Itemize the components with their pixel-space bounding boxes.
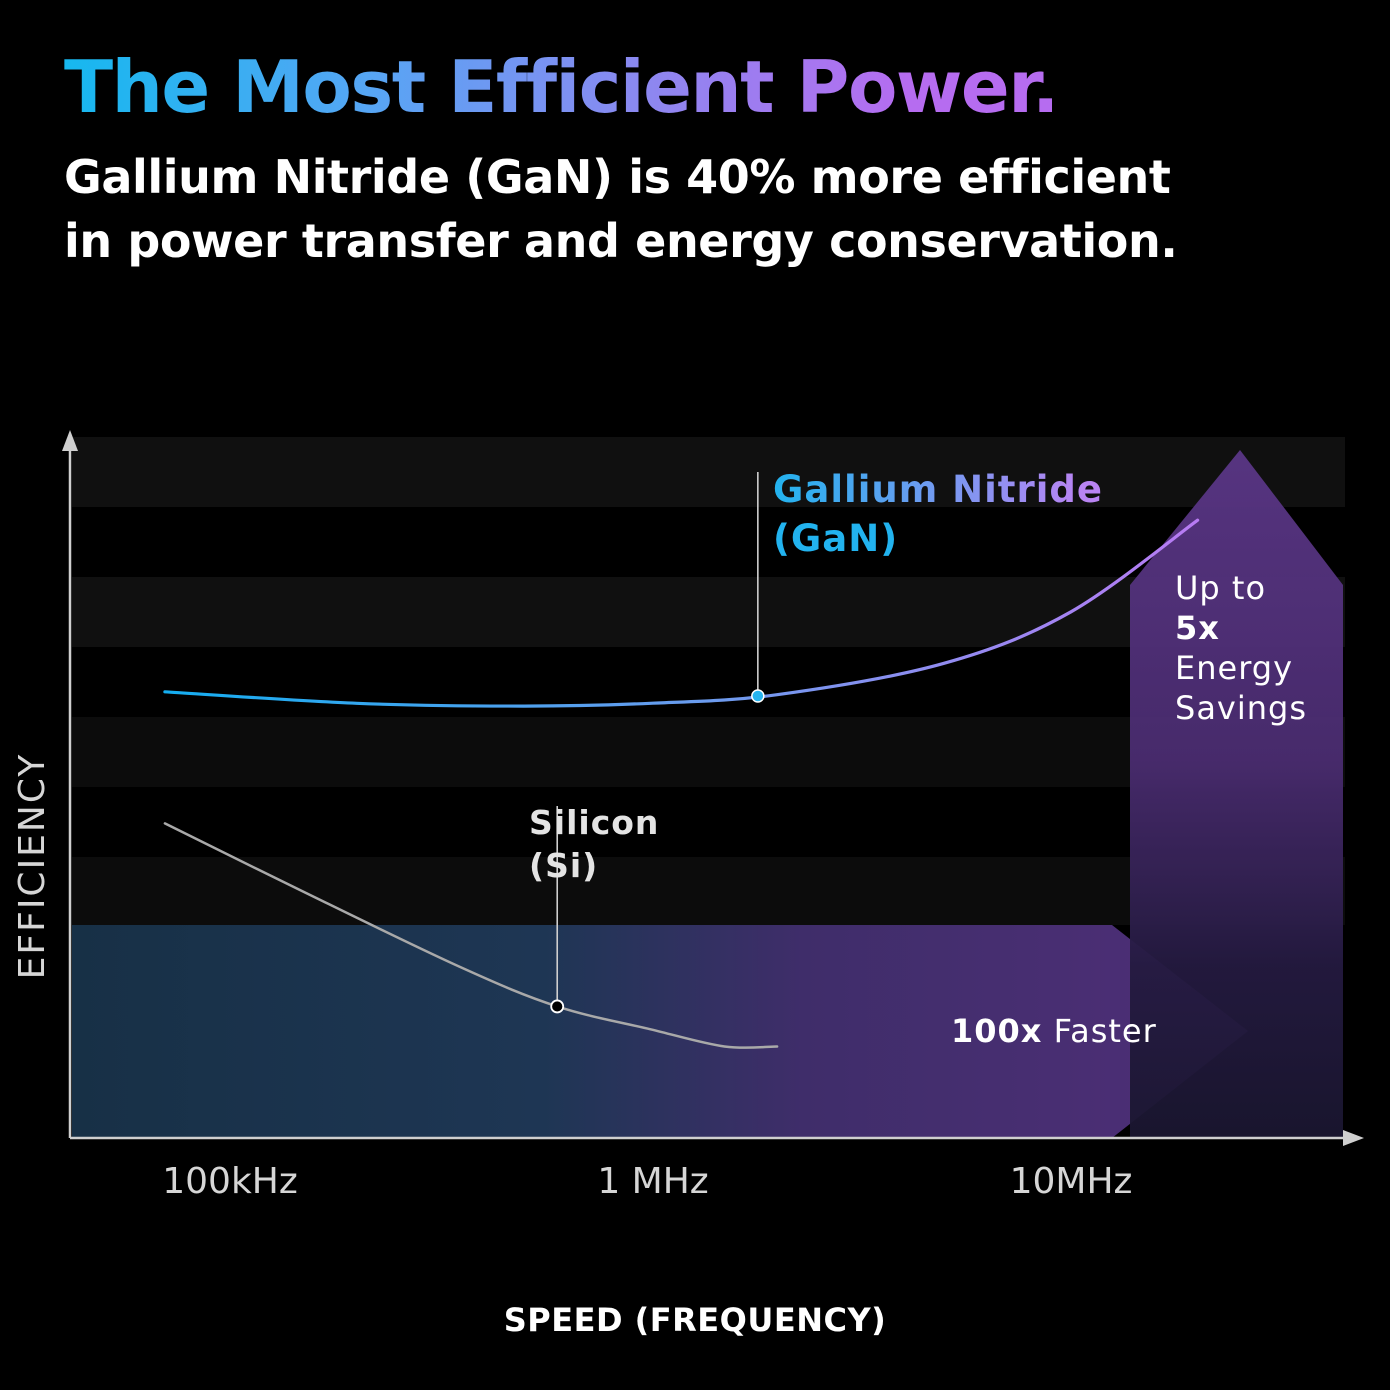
silicon-marker xyxy=(550,999,565,1014)
subtitle-line-2: in power transfer and energy conservatio… xyxy=(64,214,1178,268)
x-tick-label-10mhz: 10MHz xyxy=(1010,1161,1133,1202)
y-axis-title: EFFICIENCY xyxy=(12,753,53,980)
gan-label-line-1: Gallium Nitride xyxy=(773,468,1103,511)
x-tick-label-1mhz: 1 MHz xyxy=(597,1161,708,1202)
faster-annotation: 100x Faster xyxy=(951,1012,1157,1050)
savings-line-2: 5x xyxy=(1175,609,1220,647)
x-tick-label-100khz: 100kHz xyxy=(162,1161,298,1202)
x-axis-title: SPEED (FREQUENCY) xyxy=(504,1301,887,1339)
subtitle-line-1: Gallium Nitride (GaN) is 40% more effici… xyxy=(64,150,1171,204)
savings-line-1: Up to xyxy=(1175,569,1266,607)
x-axis-arrow-icon xyxy=(1343,1130,1364,1146)
faster-annotation-bold: 100x xyxy=(951,1012,1042,1050)
gan-series-line xyxy=(163,518,1200,708)
silicon-series-line xyxy=(163,822,779,1049)
silicon-label-line-2: (Si) xyxy=(529,846,598,885)
gan-label-line-2: (GaN) xyxy=(773,517,898,560)
gan-marker xyxy=(751,689,765,703)
faster-annotation-text: Faster xyxy=(1042,1012,1156,1050)
axes xyxy=(62,430,1364,1146)
y-axis-arrow-icon xyxy=(62,430,78,451)
savings-arrow-band xyxy=(1130,450,1343,1138)
savings-line-4: Savings xyxy=(1175,689,1307,727)
savings-line-3: Energy xyxy=(1175,649,1293,687)
silicon-label-line-1: Silicon xyxy=(529,803,659,842)
page-title: The Most Efficient Power. xyxy=(64,45,1059,129)
